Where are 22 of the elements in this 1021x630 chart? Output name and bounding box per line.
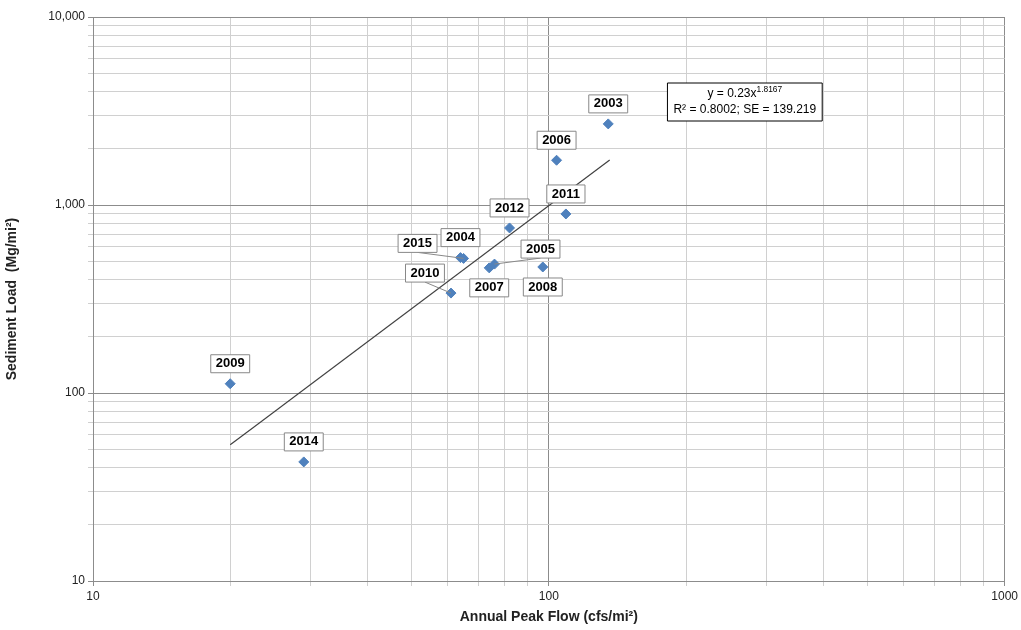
annotation: R² = 0.8002; SE = 139.219 bbox=[673, 102, 817, 117]
annotation: 2005 bbox=[526, 240, 555, 256]
x-tick-label: 10 bbox=[86, 588, 100, 603]
annotation: 2004 bbox=[446, 229, 476, 245]
annotation: 2008 bbox=[528, 278, 558, 294]
y-tick-label: 10,000 bbox=[48, 9, 86, 24]
annotation: 2014 bbox=[289, 433, 319, 449]
annotation: 2011 bbox=[551, 185, 580, 201]
annotation: 2006 bbox=[542, 131, 572, 147]
y-tick-label: 1,000 bbox=[54, 197, 86, 212]
x-tick-label: 1000 bbox=[991, 588, 1019, 603]
y-axis-title: Sediment Load (Mg/mi²) bbox=[3, 217, 20, 381]
annotation: 2015 bbox=[403, 234, 433, 250]
annotation: 2009 bbox=[215, 355, 245, 371]
x-axis-title: Annual Peak Flow (cfs/mi²) bbox=[459, 608, 638, 625]
annotation: 2012 bbox=[495, 199, 524, 215]
annotation: 2003 bbox=[593, 95, 623, 111]
annotation: 2007 bbox=[474, 279, 504, 295]
annotation: 2010 bbox=[410, 264, 440, 280]
y-tick-label: 100 bbox=[64, 385, 86, 400]
x-tick-label: 100 bbox=[538, 588, 560, 603]
y-tick-label: 10 bbox=[71, 573, 86, 588]
